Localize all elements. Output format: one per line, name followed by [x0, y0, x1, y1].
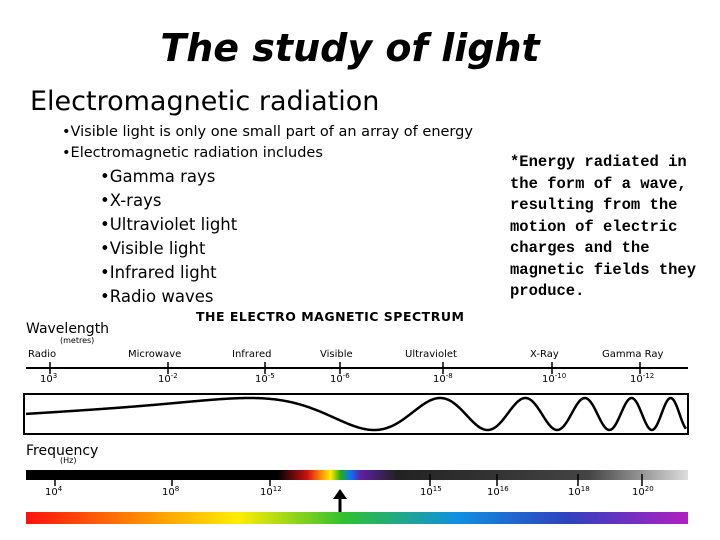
wave-box: [23, 393, 689, 435]
wave-curve: [25, 396, 688, 432]
wavelength-tick-label: 10-2: [158, 372, 178, 385]
wavelength-tick-label: 10-8: [433, 372, 453, 385]
frequency-tick-label: 1020: [632, 485, 654, 498]
wavelength-tick-label: 10-12: [630, 372, 654, 385]
wavelength-tick-label: 103: [40, 372, 57, 385]
region-label-visible: Visible: [320, 349, 353, 360]
frequency-tick-label: 104: [45, 485, 63, 498]
spectrum-title: THE ELECTRO MAGNETIC SPECTRUM: [196, 309, 465, 324]
definition-note: *Energy radiated in the form of a wave, …: [510, 153, 697, 300]
wavelength-tick-label: 10-6: [330, 372, 350, 385]
wavelength-label: Wavelength: [26, 321, 109, 337]
region-label-gamma-ray: Gamma Ray: [602, 349, 664, 360]
frequency-tick-label: 1012: [260, 485, 282, 498]
slide-title: The study of light: [160, 26, 540, 70]
frequency-tick-label: 1018: [568, 485, 590, 498]
frequency-tick-label: 1015: [420, 485, 442, 498]
frequency-bar: [26, 470, 688, 480]
frequency-unit: (Hz): [60, 456, 76, 465]
region-label-infrared: Infrared: [232, 349, 271, 360]
radiation-types-list: •Gamma rays •X-rays •Ultraviolet light •…: [100, 165, 237, 309]
frequency-label: Frequency: [26, 443, 98, 459]
list-item: •Visible light: [100, 239, 206, 258]
list-item: •Radio waves: [100, 287, 214, 306]
list-item: •Ultraviolet light: [100, 215, 238, 234]
wavelength-tick-label: 10-10: [542, 372, 566, 385]
region-label-microwave: Microwave: [128, 349, 181, 360]
visible-spectrum-bar: [26, 512, 688, 524]
region-label-radio: Radio: [28, 349, 56, 360]
frequency-tick-label: 108: [162, 485, 179, 498]
bullet-visible-light: •Visible light is only one small part of…: [62, 124, 473, 140]
wavelength-tick-label: 10-5: [255, 372, 275, 385]
region-label-x-ray: X-Ray: [530, 349, 559, 360]
frequency-tick-label: 1016: [487, 485, 509, 498]
wavelength-unit: (metres): [60, 336, 94, 345]
slide-subtitle: Electromagnetic radiation: [30, 86, 380, 117]
region-label-ultraviolet: Ultraviolet: [405, 349, 457, 360]
list-item: •Infrared light: [100, 263, 217, 282]
arrow-head-icon: [333, 489, 347, 499]
list-item: •X-rays: [100, 191, 162, 210]
bullet-em-includes: •Electromagnetic radiation includes: [62, 145, 323, 161]
list-item: •Gamma rays: [100, 167, 216, 186]
